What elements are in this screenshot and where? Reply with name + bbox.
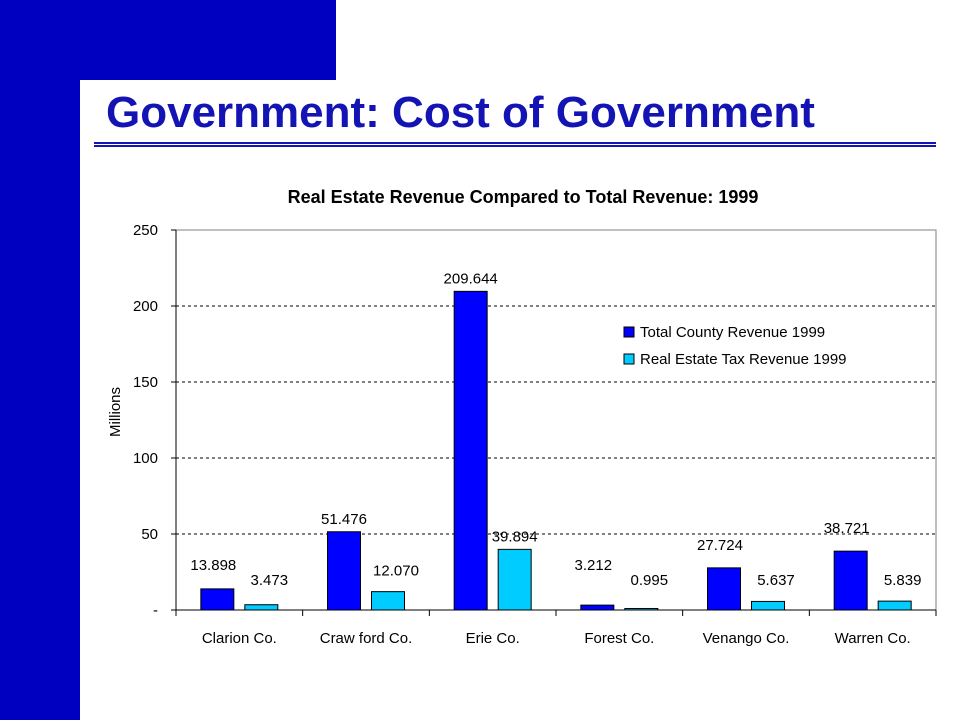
chart-title: Real Estate Revenue Compared to Total Re… <box>288 187 759 207</box>
y-tick-label: 50 <box>141 526 158 543</box>
x-tick-label: Warren Co. <box>835 630 911 647</box>
x-tick-label: Forest Co. <box>584 630 654 647</box>
x-tick-label: Clarion Co. <box>202 630 277 647</box>
data-label-real-estate: 12.070 <box>373 563 419 580</box>
y-tick-label: 200 <box>133 298 158 315</box>
y-axis-label: Millions <box>107 387 124 437</box>
x-tick-label: Craw ford Co. <box>320 630 413 647</box>
legend-label-total: Total County Revenue 1999 <box>640 324 825 341</box>
bar-real-estate-revenue <box>624 607 659 611</box>
title-underline <box>94 142 936 147</box>
data-label-real-estate: 0.995 <box>631 572 669 589</box>
slide-title: Government: Cost of Government <box>106 88 815 137</box>
plot-area <box>175 229 937 611</box>
y-axis: - 50 100 150 200 250 <box>133 222 177 619</box>
legend-swatch-total <box>623 326 635 338</box>
y-tick-label: 250 <box>133 222 158 239</box>
bar-total-revenue <box>200 588 235 611</box>
legend-label-real-estate: Real Estate Tax Revenue 1999 <box>640 351 847 368</box>
bar-total-revenue <box>327 531 361 611</box>
data-label-total: 13.898 <box>190 557 236 574</box>
data-label-real-estate: 5.839 <box>884 572 922 589</box>
data-label-total: 27.724 <box>697 537 743 554</box>
x-tick-label: Venango Co. <box>703 630 790 647</box>
data-label-real-estate: 39.894 <box>492 528 538 545</box>
data-label-real-estate: 5.637 <box>757 572 795 589</box>
data-label-total: 3.212 <box>575 557 613 574</box>
bar-real-estate-revenue <box>244 604 279 611</box>
legend-swatch-real-estate <box>623 353 635 365</box>
data-labels: 13.898 3.473 51.476 12.070 209.644 39.894 3.21… <box>190 270 921 589</box>
y-tick-label: 100 <box>133 450 158 467</box>
bar-total-revenue <box>833 550 868 611</box>
slide-frame-top-bar <box>0 0 336 80</box>
bar-real-estate-revenue <box>877 600 912 611</box>
bar-total-revenue <box>580 604 615 611</box>
data-label-total: 38.721 <box>824 520 870 537</box>
y-tick-label: 150 <box>133 374 158 391</box>
data-label-real-estate: 3.473 <box>251 572 289 589</box>
bars <box>200 290 912 611</box>
x-axis: Clarion Co. Craw ford Co. Erie Co. Forest C… <box>175 609 937 647</box>
y-tick-label: - <box>153 602 158 619</box>
bar-real-estate-revenue <box>371 591 405 611</box>
bar-real-estate-revenue <box>497 548 532 611</box>
bar-real-estate-revenue <box>751 600 785 611</box>
bar-total-revenue <box>453 290 488 611</box>
data-label-total: 51.476 <box>321 511 367 528</box>
x-tick-label: Erie Co. <box>466 630 520 647</box>
gridlines <box>176 305 936 535</box>
slide-frame-left-bar <box>0 0 80 720</box>
legend: Total County Revenue 1999 Real Estate Tax… <box>623 324 847 368</box>
data-label-total: 209.644 <box>444 270 498 287</box>
bar-total-revenue <box>707 567 741 611</box>
